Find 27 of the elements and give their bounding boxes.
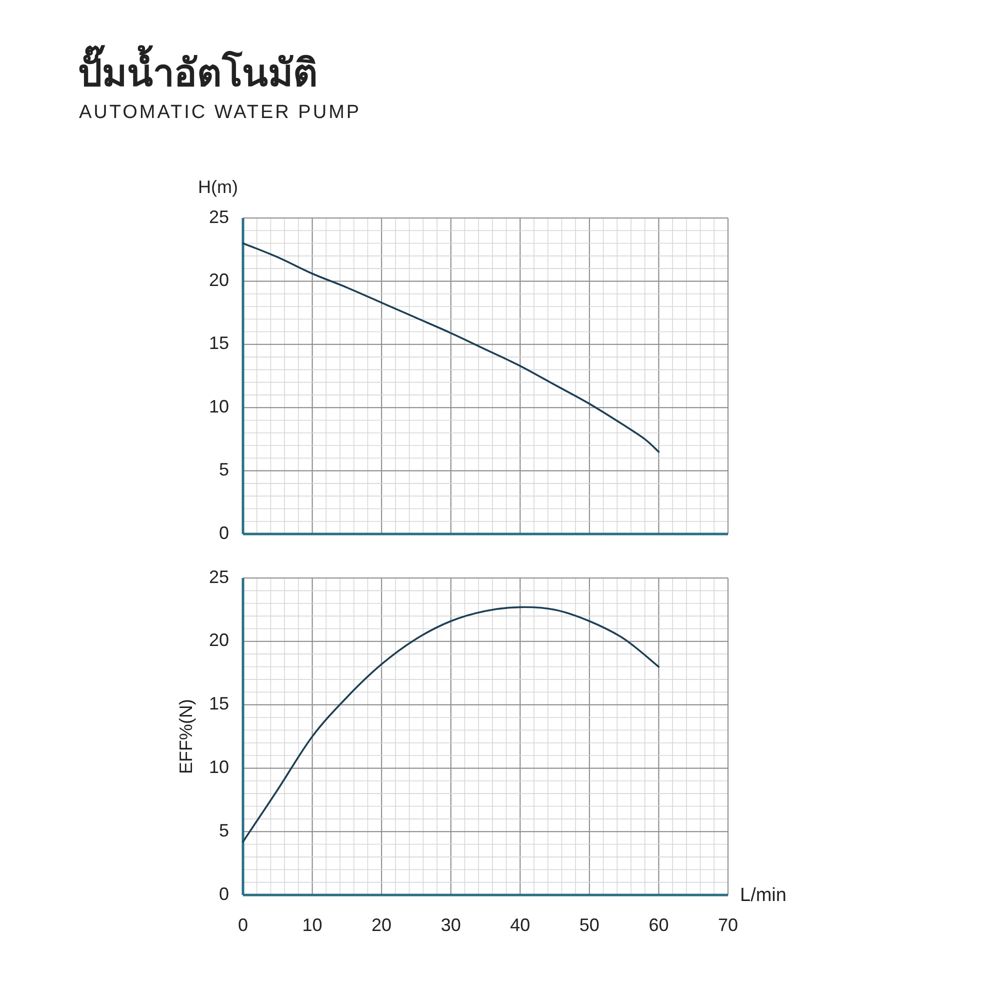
y-tick-label: 15 [208, 694, 229, 714]
x-axis-title: L/min [740, 885, 786, 906]
y-tick-label: 10 [208, 396, 229, 416]
y-tick-label: 15 [208, 333, 229, 354]
y-tick-label: 10 [208, 756, 229, 777]
y-axis-title: EFF%(N) [176, 699, 196, 774]
y-tick-label: 0 [218, 884, 229, 904]
y-tick-label: 0 [218, 522, 229, 543]
x-tick-label: 40 [510, 915, 530, 935]
y-tick-label: 5 [218, 820, 229, 840]
line-series [242, 606, 660, 843]
chart-title: ปั๊มน้ำอัตโนมัติ [78, 45, 318, 95]
x-tick-label: 20 [372, 915, 392, 935]
y-tick-label: 5 [218, 460, 229, 480]
x-tick-label: 10 [302, 915, 322, 935]
y-tick-label: 20 [208, 630, 229, 650]
x-tick-label: 60 [648, 915, 669, 935]
line-series [242, 242, 660, 453]
x-tick-label: 70 [718, 915, 738, 935]
y-tick-label: 25 [208, 566, 229, 587]
x-tick-label: 0 [238, 915, 248, 935]
y-tick-label: 25 [208, 206, 229, 227]
chart-subtitle: AUTOMATIC WATER PUMP [79, 102, 362, 123]
y-tick-label: 20 [208, 270, 229, 290]
x-tick-label: 50 [579, 915, 600, 935]
x-tick-label: 30 [440, 915, 461, 935]
y-axis-title: H(m) [198, 177, 238, 197]
